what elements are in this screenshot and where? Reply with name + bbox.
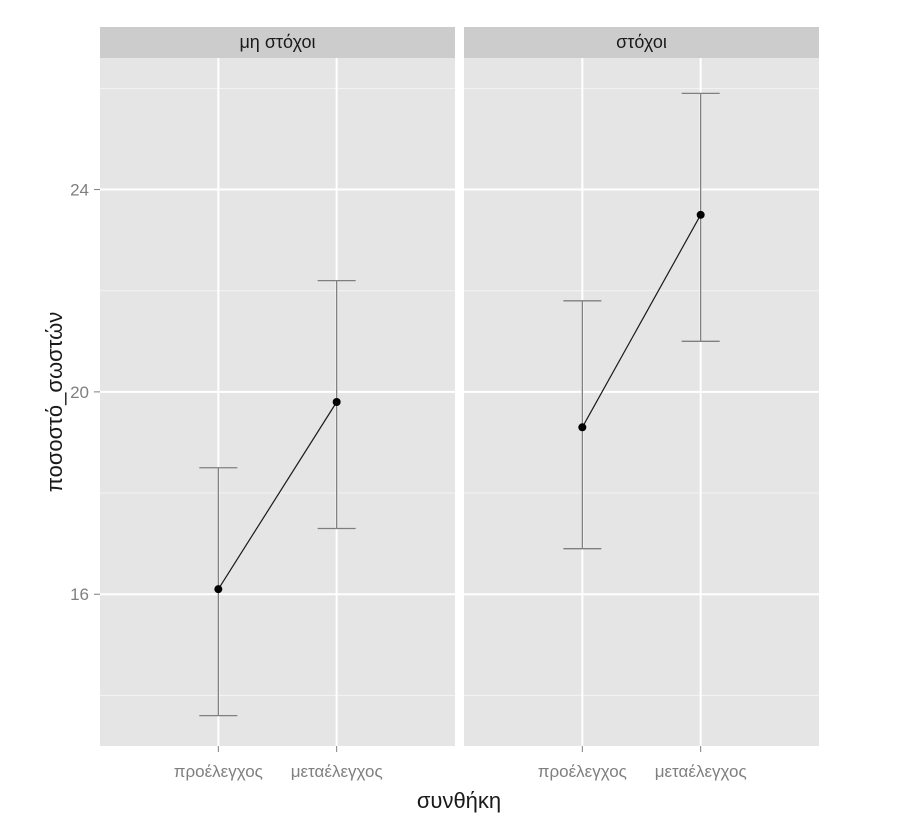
mean-point	[578, 423, 587, 432]
x-axis-title: συνθήκη	[417, 788, 501, 813]
y-axis-title: ποσοστό_σωστών	[42, 312, 67, 493]
x-tick-label: προέλεγχος	[174, 762, 263, 781]
facet-strip-label: στόχοι	[616, 32, 667, 52]
x-tick-label: μεταέλεγχος	[291, 762, 383, 781]
y-axis: 16 20 24	[70, 181, 100, 604]
x-tick-label: μεταέλεγχος	[655, 762, 747, 781]
mean-line	[581, 214, 702, 428]
y-tick-label: 24	[70, 181, 89, 200]
facet-panels: μη στόχοι προέλεγχος μεταέλεγχος στόχοι προέ…	[100, 27, 819, 781]
panel-background	[464, 58, 819, 746]
mean-point	[332, 398, 341, 406]
facet-strip	[100, 27, 455, 58]
mean-point	[214, 585, 223, 594]
y-tick-label: 16	[70, 585, 89, 604]
mean-line	[217, 401, 338, 590]
x-tick-label: προέλεγχος	[538, 762, 627, 781]
facet-strip-label: μη στόχοι	[239, 32, 315, 52]
facet-panel-1: μη στόχοι προέλεγχος μεταέλεγχος	[100, 27, 455, 781]
mean-point	[696, 210, 705, 219]
facet-strip	[464, 27, 819, 58]
y-tick-label: 20	[70, 383, 89, 402]
panel-background	[100, 58, 455, 746]
facet-panel-2: στόχοι προέλεγχος μεταέλεγχος	[464, 27, 819, 781]
